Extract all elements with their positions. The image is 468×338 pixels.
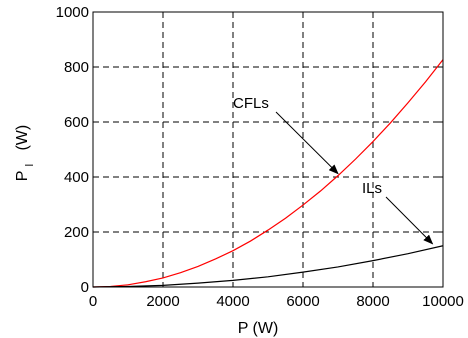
series-line-cfls bbox=[92, 59, 444, 288]
svg-text:P l (W): P l (W) bbox=[14, 125, 37, 182]
x-tick-label: 2000 bbox=[146, 293, 179, 310]
y-axis-label-subscript: l bbox=[24, 164, 36, 166]
x-tick-label: 0 bbox=[89, 293, 97, 310]
y-tick-label: 800 bbox=[64, 59, 89, 76]
annotation-arrow-cfls bbox=[275, 111, 339, 175]
y-axis-label-unit: (W) bbox=[14, 125, 31, 151]
ticks: 0 2000 4000 6000 8000 10000 0 200 400 600 800 1000 bbox=[56, 4, 464, 310]
y-tick-label: 1000 bbox=[56, 4, 89, 21]
annotation-arrow-ils bbox=[385, 196, 434, 245]
x-tick-label: 4000 bbox=[216, 293, 249, 310]
grid bbox=[93, 12, 443, 287]
x-tick-label: 6000 bbox=[286, 293, 319, 310]
y-tick-label: 600 bbox=[64, 114, 89, 131]
y-tick-label: 0 bbox=[81, 279, 89, 296]
annotation-label-ils: ILs bbox=[362, 180, 382, 197]
x-tick-label: 8000 bbox=[356, 293, 389, 310]
y-axis-label: P l (W) bbox=[14, 125, 37, 182]
x-tick-label: 10000 bbox=[422, 293, 464, 310]
annotation-label-cfls: CFLs bbox=[233, 95, 269, 112]
series-group bbox=[92, 59, 444, 288]
y-tick-label: 400 bbox=[64, 169, 89, 186]
annotations: CFLs ILs bbox=[233, 95, 434, 245]
y-axis-label-main: P bbox=[14, 171, 31, 181]
plot-frame bbox=[92, 11, 444, 288]
y-tick-label: 200 bbox=[64, 224, 89, 241]
x-axis-label: P (W) bbox=[238, 320, 279, 337]
series-line-ils bbox=[92, 245, 444, 288]
